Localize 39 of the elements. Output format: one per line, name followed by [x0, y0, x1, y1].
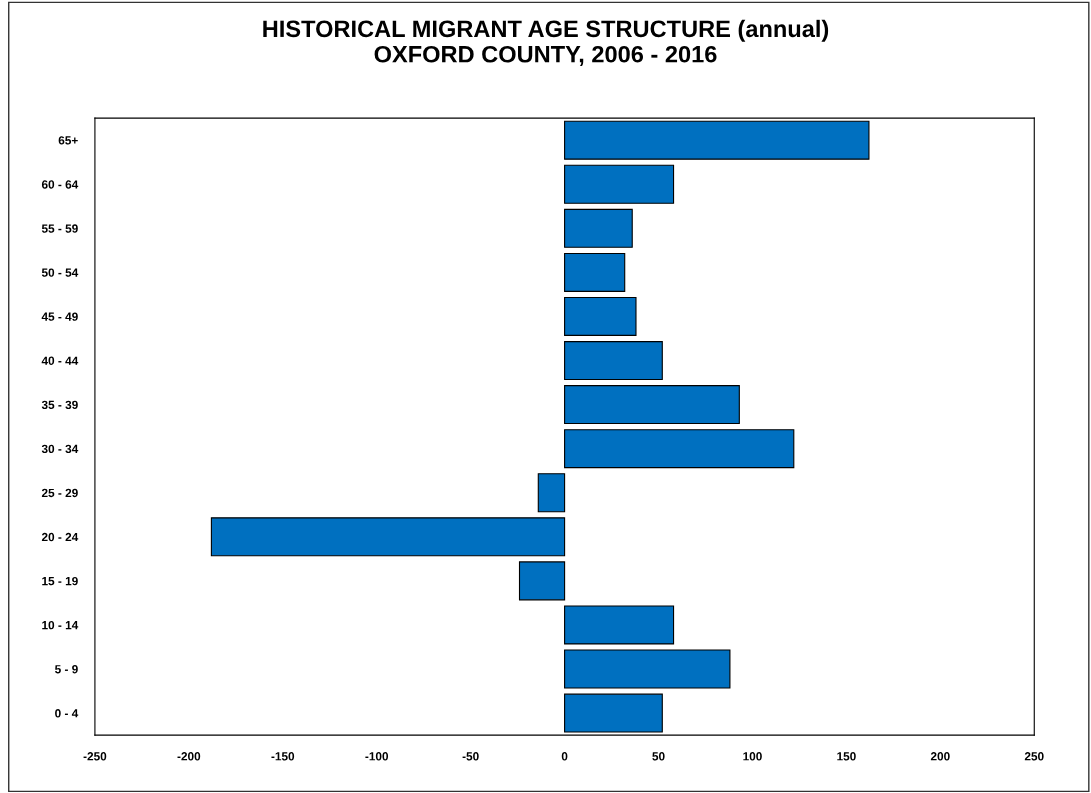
- y-tick-label: 45 - 49: [41, 312, 78, 321]
- x-tick-label: -50: [462, 752, 479, 761]
- y-tick-label: 20 - 24: [41, 532, 79, 542]
- bar: [518, 561, 566, 601]
- y-tick-label: 25 - 29: [41, 488, 78, 498]
- x-tick-label: -250: [83, 752, 107, 761]
- y-tick-label: 55 - 59: [41, 224, 78, 233]
- y-tick-label: 65+: [58, 136, 78, 145]
- y-tick-label: 50 - 54: [41, 268, 79, 277]
- bar: [564, 208, 633, 248]
- bar: [564, 385, 740, 425]
- x-tick-label: -200: [177, 752, 201, 761]
- chart-title: HISTORICAL MIGRANT AGE STRUCTURE (annual) OXFORD COUNTY, 2006 - 2016: [263, 19, 829, 67]
- bar: [564, 649, 731, 689]
- bar: [537, 473, 566, 513]
- x-tick-label: -150: [271, 752, 295, 761]
- bar: [564, 341, 663, 381]
- x-tick-label: 150: [837, 752, 856, 761]
- x-tick-label: 100: [743, 752, 762, 761]
- x-tick-label: -100: [365, 752, 389, 761]
- x-tick-label: 50: [652, 752, 665, 761]
- x-tick-label: 0: [561, 752, 568, 761]
- y-tick-label: 60 - 64: [41, 180, 79, 189]
- bar: [210, 517, 566, 557]
- y-tick-label: 15 - 19: [42, 576, 78, 586]
- bar: [564, 429, 795, 469]
- y-tick-label: 5 - 9: [54, 665, 78, 674]
- bar: [564, 164, 675, 204]
- y-tick-label: 30 - 34: [41, 444, 79, 454]
- y-tick-label: 0 - 4: [55, 709, 79, 718]
- bar: [564, 605, 675, 645]
- y-tick-label: 10 - 14: [42, 620, 79, 630]
- x-tick-label: 200: [930, 752, 950, 761]
- bar: [564, 252, 626, 292]
- x-tick-label: 250: [1024, 752, 1044, 761]
- y-tick-label: 35 - 39: [41, 400, 78, 410]
- bar: [564, 296, 637, 336]
- bar: [564, 120, 870, 160]
- y-tick-label: 40 - 44: [41, 356, 79, 365]
